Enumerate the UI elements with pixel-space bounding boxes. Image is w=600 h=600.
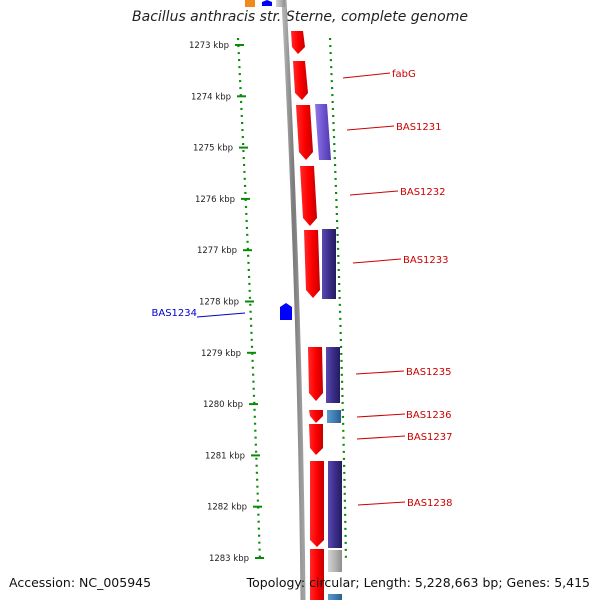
scale-tick-label: 1280 kbp [203, 400, 243, 410]
cds-arrow [304, 230, 320, 298]
inner-feature-track [328, 37, 348, 563]
top-partial-features [245, 0, 285, 7]
highlighted-gene-BAS1234[interactable] [280, 303, 292, 320]
gene-labels: fabG BAS1231 BAS1232 BAS1233 BAS1234 BAS1235 B… [152, 69, 453, 509]
gene-label-bas1234[interactable]: BAS1234 [152, 308, 198, 319]
genome-backbone [281, 0, 306, 600]
gene-label-fabg[interactable]: fabG [392, 69, 416, 80]
leader-line [357, 501, 406, 506]
accession-text: Accession: NC_005945 [9, 575, 152, 590]
cds-arrow-reverse [315, 104, 331, 160]
cds-arrow [293, 61, 308, 100]
cds-partial [310, 549, 324, 600]
leader-line [346, 125, 395, 131]
gray-partial-feature [276, 0, 285, 7]
cds-arrow-reverse [326, 347, 340, 403]
leader-line [356, 435, 406, 440]
scale-tick-label: 1274 kbp [191, 92, 231, 102]
scale-tick-label: 1283 kbp [209, 554, 249, 564]
scale-tick-label: 1279 kbp [201, 349, 241, 359]
cds-arrow-reverse [322, 229, 336, 299]
tick-marks [235, 44, 264, 559]
cds-arrow [308, 347, 323, 401]
reverse-cds-track [315, 104, 342, 600]
gene-label-bas1236[interactable]: BAS1236 [406, 410, 452, 421]
gene-label-bas1237[interactable]: BAS1237 [407, 432, 453, 443]
label-leader-lines [196, 72, 406, 506]
map-title: Bacillus anthracis str. Sterne, complete… [132, 9, 468, 25]
gene-label-bas1235[interactable]: BAS1235 [406, 367, 452, 378]
small-blue-feature [328, 594, 342, 600]
gray-feature [328, 550, 342, 572]
scale-tick-label: 1282 kbp [207, 503, 247, 513]
blue-partial-feature [262, 0, 272, 6]
small-blue-feature [327, 410, 341, 423]
scale-tick-label: 1276 kbp [195, 195, 235, 205]
gene-label-bas1233[interactable]: BAS1233 [403, 255, 449, 266]
gene-label-bas1238[interactable]: BAS1238 [407, 498, 453, 509]
leader-line [355, 370, 405, 375]
tick-labels: 1273 kbp 1274 kbp 1275 kbp 1276 kbp 1277 kbp… [189, 41, 249, 564]
orange-feature [245, 0, 255, 7]
leader-line [352, 258, 402, 264]
gene-label-bas1231[interactable]: BAS1231 [396, 122, 442, 133]
forward-cds-track [291, 31, 324, 600]
scale-tick-label: 1278 kbp [199, 298, 239, 308]
cds-arrow-reverse [328, 461, 342, 548]
scale-tick-label: 1277 kbp [197, 246, 237, 256]
cds-arrow [300, 166, 317, 226]
leader-line [342, 72, 391, 79]
scale-tick-label: 1275 kbp [193, 144, 233, 154]
leader-line [196, 312, 246, 318]
outer-tick-track [236, 37, 262, 563]
cds-arrow [309, 410, 323, 423]
cds-arrow [291, 31, 305, 54]
scale-tick-label: 1273 kbp [189, 41, 229, 51]
cds-arrow [309, 424, 323, 455]
leader-line [356, 413, 406, 418]
scale-tick-label: 1281 kbp [205, 451, 245, 461]
genome-summary-text: Topology: circular; Length: 5,228,663 bp… [246, 575, 590, 590]
leader-line [349, 190, 399, 196]
cds-arrow [310, 461, 324, 547]
scale-dotted-lines [236, 37, 348, 563]
gene-label-bas1232[interactable]: BAS1232 [400, 187, 446, 198]
cds-arrow [296, 105, 313, 160]
